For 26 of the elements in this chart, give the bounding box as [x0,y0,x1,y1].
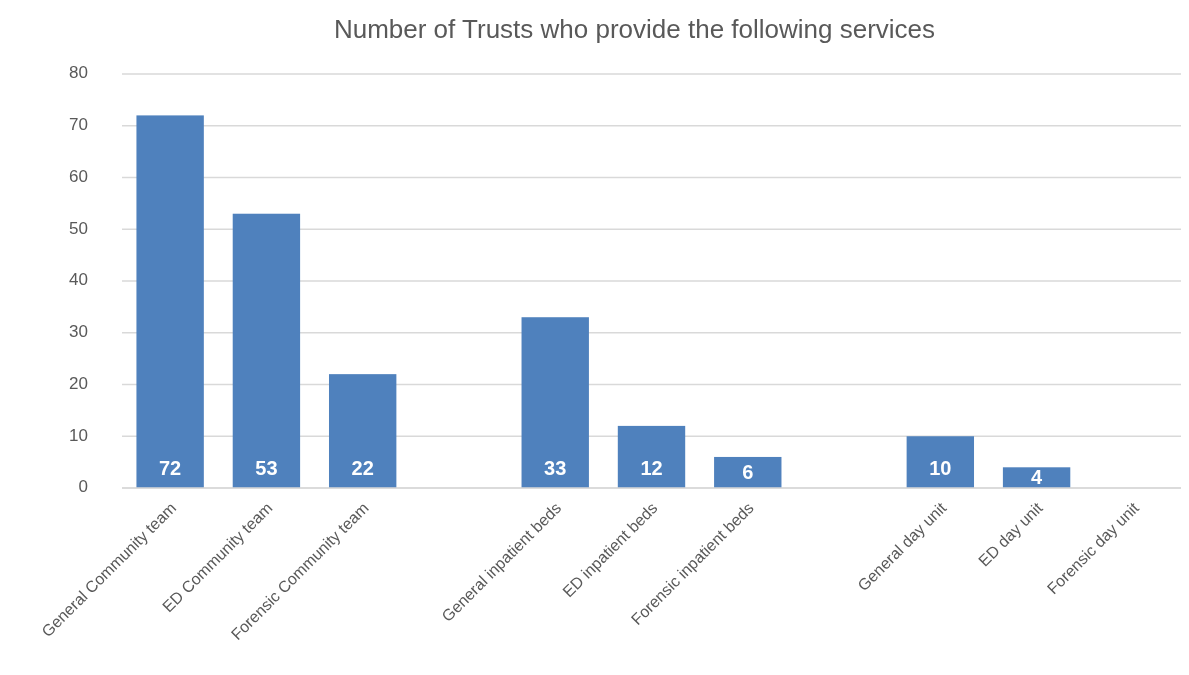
data-label: 6 [742,460,754,483]
data-label: 72 [159,457,182,480]
x-tick-label: ED day unit [975,498,1047,570]
bar [617,425,686,488]
bar [136,115,204,488]
y-tick-label: 60 [69,166,88,186]
y-tick-label: 80 [69,63,88,83]
y-tick-label: 70 [69,115,88,135]
data-label: 12 [640,457,663,480]
y-tick-label: 0 [78,477,88,497]
bar [232,213,301,488]
y-tick-label: 20 [69,373,88,393]
data-label: 53 [255,457,278,480]
y-tick-label: 50 [69,218,88,238]
data-label: 22 [351,457,374,480]
bar [714,456,782,488]
bar [328,374,397,488]
bar [521,317,589,488]
data-label: 33 [544,457,567,480]
y-tick-label: 40 [69,270,88,290]
y-tick-label: 30 [69,322,88,342]
data-label: 4 [1031,465,1044,488]
y-tick-label: 10 [69,425,88,445]
chart-title: Number of Trusts who provide the following services [333,14,936,44]
data-label: 10 [929,457,952,480]
bar [906,436,975,488]
